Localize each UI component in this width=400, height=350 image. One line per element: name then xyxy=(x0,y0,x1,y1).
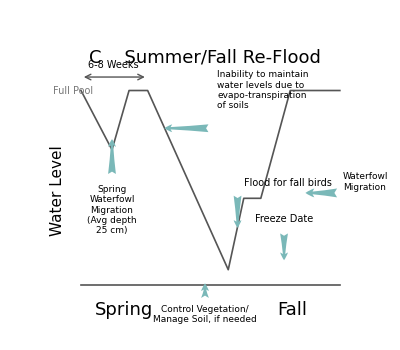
Text: Flood for fall birds: Flood for fall birds xyxy=(244,177,332,188)
Text: C    Summer/Fall Re-Flood: C Summer/Fall Re-Flood xyxy=(89,49,321,67)
Text: Spring
Waterfowl
Migration
(Avg depth
25 cm): Spring Waterfowl Migration (Avg depth 25… xyxy=(87,185,137,236)
Text: 6-8 Weeks: 6-8 Weeks xyxy=(88,60,139,70)
Text: Inability to maintain
water levels due to
evapo-transpiration
of soils: Inability to maintain water levels due t… xyxy=(218,70,309,111)
Text: Control Vegetation/
Manage Soil, if needed: Control Vegetation/ Manage Soil, if need… xyxy=(153,305,257,324)
Text: Fall: Fall xyxy=(277,301,307,319)
Text: Spring: Spring xyxy=(95,301,154,319)
Text: Water Level: Water Level xyxy=(50,145,65,236)
Text: Waterfowl
Migration: Waterfowl Migration xyxy=(343,173,388,192)
Text: Freeze Date: Freeze Date xyxy=(255,214,313,224)
Text: Full Pool: Full Pool xyxy=(53,85,93,96)
